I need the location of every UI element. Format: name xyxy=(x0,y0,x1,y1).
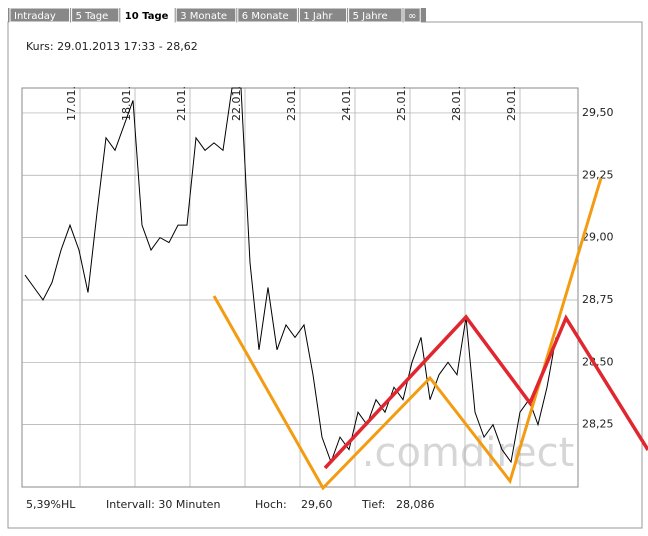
footer-low-label: Tief: xyxy=(361,498,385,511)
tab[interactable]: 5 Tage xyxy=(76,11,109,22)
x-tick-label: 18.01. xyxy=(120,86,133,121)
y-tick-label: 28,25 xyxy=(582,418,614,431)
watermark: .comdirect xyxy=(362,430,575,476)
tab-bg[interactable] xyxy=(120,7,175,23)
y-tick-label: 29,50 xyxy=(582,106,614,119)
tab-bg[interactable] xyxy=(175,7,237,23)
panel xyxy=(7,21,643,529)
tab-bg[interactable] xyxy=(348,7,403,23)
footer-high-label: Hoch: xyxy=(255,498,287,511)
tab[interactable]: 3 Monate xyxy=(180,11,227,22)
y-tick-label: 28,75 xyxy=(582,293,614,306)
x-tick-label: 22.01. xyxy=(230,86,243,121)
x-tick-label: 21.01. xyxy=(175,86,188,121)
tab-bg[interactable] xyxy=(298,7,348,23)
tab[interactable]: 5 Jahre xyxy=(353,11,388,22)
x-tick-label: 25.01. xyxy=(395,86,408,121)
y-tick-label: 29,00 xyxy=(582,231,614,244)
x-tick-label: 23.01. xyxy=(285,86,298,121)
tab-bg[interactable] xyxy=(9,7,71,23)
tab-bg[interactable] xyxy=(71,7,120,23)
tab[interactable]: 1 Jahr xyxy=(303,11,333,22)
tab[interactable]: 10 Tage xyxy=(125,11,169,22)
tab[interactable]: 6 Monate xyxy=(242,11,289,22)
tab-bg[interactable] xyxy=(403,7,421,23)
x-tick-label: 28.01. xyxy=(450,86,463,121)
tab[interactable]: Intraday xyxy=(14,11,56,22)
y-tick-label: 29,25 xyxy=(582,168,614,181)
footer-low: 28,086 xyxy=(396,498,435,511)
red-pattern xyxy=(323,314,648,470)
tab-bg[interactable] xyxy=(237,7,298,23)
footer-hl: 5,39%HL xyxy=(26,498,76,511)
price-line xyxy=(24,87,557,464)
tab[interactable]: ∞ xyxy=(408,11,416,22)
x-tick-label: 29.01. xyxy=(505,86,518,121)
footer-interval: Intervall: 30 Minuten xyxy=(106,498,220,511)
x-tick-label: 17.01. xyxy=(65,86,78,121)
kurs: Kurs: 29.01.2013 17:33 - 28,62 xyxy=(26,40,198,53)
x-tick-label: 24.01. xyxy=(340,86,353,121)
footer-high: 29,60 xyxy=(301,498,333,511)
